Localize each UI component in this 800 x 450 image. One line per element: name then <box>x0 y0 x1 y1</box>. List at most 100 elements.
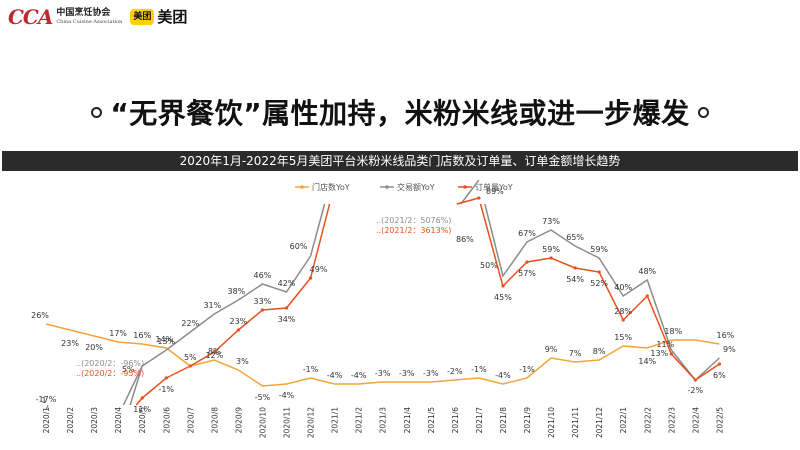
x-tick-label: 2021/6 <box>451 407 460 434</box>
meituan-logo-badge: 美团 <box>130 9 155 25</box>
annotation: ..(2020/2：-96%) <box>76 359 144 368</box>
circle-bullet-icon <box>91 106 103 118</box>
data-label: 3% <box>236 357 249 366</box>
data-label: 15% <box>614 333 632 342</box>
annotation: ..(2021/2：3613%) <box>376 226 451 235</box>
data-label: -3% <box>375 369 391 378</box>
data-label: -3% <box>423 369 439 378</box>
data-point <box>549 256 553 260</box>
legend-marker-1 <box>385 185 389 189</box>
series-0 <box>45 323 720 387</box>
data-label: 86% <box>456 235 474 244</box>
data-label: 16% <box>717 331 735 340</box>
data-label: 54% <box>566 275 584 284</box>
headline-text: “无界餐饮”属性加持，米粉米线或进一步爆发 <box>110 97 690 130</box>
legend-label: 门店数YoY <box>312 182 350 192</box>
legend-label: 订单量YoY <box>475 182 513 192</box>
data-label: -1% <box>519 365 535 374</box>
x-tick-label: 2020/1 <box>42 407 51 434</box>
data-label: 8% <box>593 347 606 356</box>
data-point <box>140 396 144 400</box>
legend-marker-2 <box>463 185 467 189</box>
data-label: 5% <box>122 365 135 374</box>
data-label: -1% <box>471 365 487 374</box>
x-tick-label: 2020/7 <box>186 407 195 434</box>
data-label: 14% <box>638 357 656 366</box>
data-point <box>308 276 313 280</box>
data-label: -4% <box>327 371 343 380</box>
x-tick-label: 2021/7 <box>475 407 484 434</box>
circle-bullet-icon <box>697 106 709 118</box>
data-label: 23% <box>230 317 248 326</box>
data-point <box>236 328 240 332</box>
data-label: 11% <box>133 405 151 414</box>
x-tick-label: 2021/1 <box>331 407 340 434</box>
data-label: 22% <box>181 319 199 328</box>
x-tick-label: 2020/11 <box>283 407 292 438</box>
data-label: 50% <box>480 261 498 270</box>
x-tick-label: 2022/1 <box>619 407 628 434</box>
data-point <box>260 308 265 312</box>
data-point <box>573 266 577 270</box>
data-label: 59% <box>590 245 608 254</box>
data-label: 48% <box>638 267 656 276</box>
data-label: 73% <box>542 217 560 226</box>
orange-spike-down <box>456 197 480 205</box>
data-point <box>645 294 649 298</box>
data-label: 6% <box>713 371 726 380</box>
data-label: 52% <box>590 279 608 288</box>
data-label: 12% <box>205 351 223 360</box>
data-label: 17% <box>109 329 127 338</box>
data-label: 28% <box>614 307 632 316</box>
data-label: -1% <box>303 365 319 374</box>
data-label: 60% <box>290 242 308 251</box>
data-label: 67% <box>518 229 536 238</box>
data-point <box>501 284 505 288</box>
data-label: -1% <box>158 385 174 394</box>
data-label: 42% <box>278 279 296 288</box>
x-tick-label: 2020/5 <box>138 407 147 434</box>
data-label: 11% <box>656 340 674 349</box>
chart-title: 2020年1月-2022年5月美团平台米粉米线品类门店数及订单量、订单金额增长趋… <box>2 151 798 171</box>
data-label: 34% <box>278 315 296 324</box>
data-label: 7% <box>569 349 582 358</box>
x-tick-label: 2021/9 <box>523 407 532 434</box>
x-tick-label: 2020/9 <box>234 407 243 434</box>
data-label: 8% <box>208 347 221 356</box>
data-label: 59% <box>542 245 560 254</box>
series-line <box>484 204 720 382</box>
data-point <box>669 352 673 356</box>
annotation: ..(2021/2：5076%) <box>376 216 451 225</box>
data-label: 14% <box>155 335 173 344</box>
data-label: -3% <box>399 369 415 378</box>
meituan-logo-text: 美团 <box>157 8 188 26</box>
gray-early-rise <box>129 365 143 406</box>
data-label: -5% <box>255 393 271 402</box>
data-label: 9% <box>545 345 558 354</box>
x-tick-label: 2020/12 <box>307 407 316 438</box>
data-point <box>188 364 192 368</box>
data-label: -17% <box>36 395 57 404</box>
data-label: -2% <box>447 367 463 376</box>
gray-early-drop <box>45 404 49 411</box>
data-label: 1 <box>41 396 46 405</box>
org-name-en: China Cuisine Association <box>56 19 123 25</box>
x-tick-label: 2021/11 <box>571 407 580 438</box>
data-label: -4% <box>351 371 367 380</box>
legend-label: 交易额YoY <box>397 182 435 192</box>
data-label: 46% <box>254 271 272 280</box>
data-point <box>212 350 216 354</box>
gray-spike-up <box>309 203 326 257</box>
data-point <box>597 270 601 274</box>
data-label: 23% <box>61 339 79 348</box>
orange-spike-up <box>309 203 331 279</box>
headline: “无界餐饮”属性加持，米粉米线或进一步爆发 <box>40 92 760 132</box>
x-tick-label: 2020/3 <box>90 407 99 434</box>
data-label: 16% <box>133 331 151 340</box>
x-tick-label: 2020/6 <box>162 407 171 434</box>
data-label: 49% <box>310 265 328 274</box>
header-logos: CCA 中国烹饪协会 China Cuisine Association 美团 … <box>8 4 187 30</box>
data-point <box>717 362 722 366</box>
legend-marker-0 <box>300 185 304 189</box>
